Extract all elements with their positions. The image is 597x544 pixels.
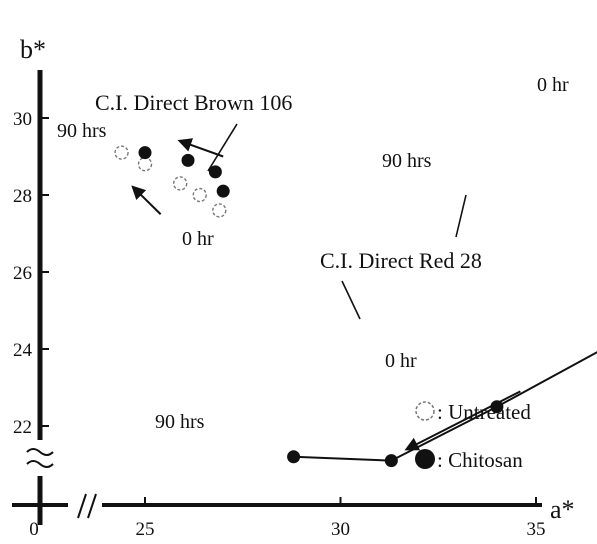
x-tick-label-30: 30 — [331, 519, 350, 540]
annotation-red-untreated-0hr: 0 hr — [537, 74, 569, 96]
legend-untreated-label: : Untreated — [437, 400, 531, 424]
axes — [12, 70, 542, 525]
point-brown-chitosan-0 — [216, 184, 230, 198]
annotations: C.I. Direct Brown 106 90 hrs 0 hr 0 hr 9… — [57, 74, 569, 433]
x-axis-break-mark — [77, 493, 97, 519]
annotation-red-title: C.I. Direct Red 28 — [320, 248, 482, 273]
point-brown-untreated-2 — [172, 176, 188, 191]
x-tick-labels: 2530354045 — [136, 519, 546, 540]
series-brown-untreated-arrow — [131, 185, 162, 215]
point-red-chitosan-3 — [287, 450, 301, 464]
point-brown-untreated-0 — [212, 203, 227, 218]
point-brown-untreated-3 — [137, 156, 153, 172]
legend-untreated-marker — [415, 401, 435, 421]
x-tick-label-35: 35 — [527, 519, 546, 540]
y-axis-title: b* — [20, 35, 46, 64]
y-tick-label-22: 22 — [13, 417, 32, 438]
x-tick-label-25: 25 — [136, 519, 155, 540]
x-origin-tick-label: 0 — [29, 519, 39, 540]
point-brown-chitosan-3 — [138, 146, 152, 160]
point-brown-chitosan-1 — [208, 165, 222, 179]
annotation-red-chitosan-0hr: 0 hr — [385, 350, 417, 372]
leader-line-red-untreated — [455, 194, 467, 238]
series-red-chitosan-line — [293, 351, 597, 462]
annotation-red-untreated-90hrs: 90 hrs — [382, 150, 432, 172]
annotation-brown-title: C.I. Direct Brown 106 — [95, 90, 292, 115]
leader-lines — [207, 123, 467, 320]
point-brown-untreated-1 — [192, 187, 207, 203]
x-axis-title: a* — [550, 495, 575, 524]
leader-line-brown — [207, 123, 238, 172]
y-tick-label-30: 30 — [13, 109, 32, 130]
y-axis-break-mark — [26, 448, 54, 468]
series-layer — [114, 138, 597, 468]
point-red-chitosan-1 — [490, 400, 504, 414]
annotation-brown-90hrs: 90 hrs — [57, 120, 107, 142]
y-tick-label-24: 24 — [13, 340, 33, 361]
legend: : Untreated : Chitosan — [415, 400, 531, 472]
leader-line-red-chitosan — [341, 280, 361, 320]
y-tick-labels: 22 24 26 28 30 — [13, 109, 33, 438]
legend-chitosan-label: : Chitosan — [437, 448, 523, 472]
legend-chitosan-marker — [415, 449, 435, 469]
y-tick-label-26: 26 — [13, 263, 32, 284]
series-brown-chitosan-arrow — [177, 138, 224, 158]
annotation-brown-0hr: 0 hr — [182, 228, 214, 250]
series-red-chitosan-arrow — [404, 390, 521, 451]
point-brown-chitosan-2 — [181, 153, 195, 167]
point-brown-untreated-4 — [114, 145, 129, 160]
annotation-red-chitosan-90hrs: 90 hrs — [155, 411, 205, 433]
point-red-chitosan-2 — [384, 454, 398, 468]
y-tick-label-28: 28 — [13, 186, 32, 207]
